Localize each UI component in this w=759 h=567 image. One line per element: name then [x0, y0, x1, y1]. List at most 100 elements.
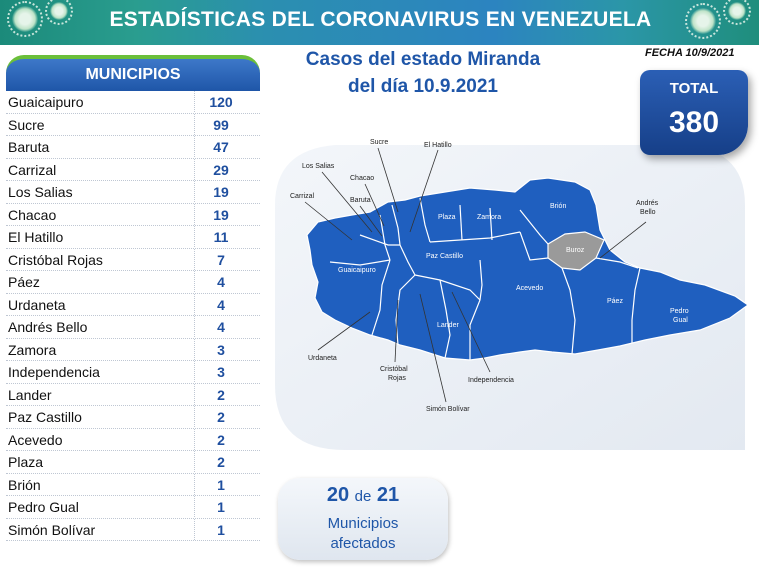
map-title-line1: Casos del estado Miranda [305, 49, 541, 70]
map-label-zamora: Zamora [477, 214, 501, 221]
municipio-name: Baruta [8, 139, 50, 155]
map-label-pedro-gual-1: Pedro [670, 308, 689, 315]
map-label-paez: Páez [607, 298, 623, 305]
map-label-guaicaipuro: Guaicaipuro [338, 267, 376, 274]
municipios-header: MUNICIPIOS [6, 55, 260, 91]
column-divider [194, 383, 195, 405]
total-box: TOTAL 380 [640, 70, 748, 155]
column-divider [194, 293, 195, 315]
table-row: Sucre 99 [6, 113, 260, 136]
table-row: Plaza 2 [6, 451, 260, 474]
map-label-los-salias: Los Salias [302, 163, 335, 170]
municipio-name: Plaza [8, 454, 44, 470]
municipio-cases: 1 [217, 499, 225, 515]
column-divider [194, 451, 195, 472]
municipio-name: Andrés Bello [8, 319, 88, 335]
map-label-cristobal-rojas-2: Rojas [388, 375, 406, 382]
column-divider [194, 226, 195, 247]
municipio-name: Carrizal [8, 161, 57, 178]
table-row: Pedro Gual 1 [6, 496, 260, 519]
column-divider [194, 181, 195, 202]
municipio-cases: 7 [217, 251, 225, 268]
column-divider [194, 91, 195, 112]
table-row: Acevedo 2 [6, 428, 260, 451]
column-divider [194, 248, 195, 270]
column-divider [194, 316, 195, 337]
affected-box: 20 de 21 Municipios afectados [278, 478, 448, 560]
table-row: Zamora 3 [6, 338, 260, 361]
municipio-cases: 47 [213, 139, 229, 155]
date-label: FECHA 10/9/2021 [645, 47, 735, 59]
municipio-name: Brión [8, 476, 41, 493]
municipio-name: Zamora [8, 341, 57, 358]
table-row: Chacao 19 [6, 203, 260, 226]
municipio-name: Urdaneta [8, 296, 66, 313]
municipio-cases: 120 [209, 94, 233, 110]
column-divider [194, 406, 195, 427]
column-divider [194, 361, 195, 382]
municipio-cases: 99 [213, 116, 229, 133]
municipio-name: Chacao [8, 206, 57, 223]
municipio-cases: 1 [217, 476, 225, 493]
municipio-cases: 1 [217, 521, 225, 538]
table-row: Guaicaipuro 120 [6, 91, 260, 114]
municipio-name: Paz Castillo [8, 409, 82, 425]
virus-icon [685, 3, 721, 39]
map-label-el-hatillo: El Hatillo [424, 142, 452, 149]
municipio-cases: 11 [213, 229, 229, 245]
municipio-cases: 4 [217, 274, 225, 290]
municipio-name: Simón Bolívar [8, 521, 96, 538]
map-label-chacao: Chacao [350, 175, 374, 182]
municipios-table: Guaicaipuro 120 Sucre 99 Baruta 47 Carrizal 29 L… [6, 91, 260, 541]
map-label-simon-bolivar: Simón Bolívar [426, 406, 470, 413]
municipio-cases: 2 [217, 409, 225, 425]
map-label-buroz: Buroz [566, 247, 585, 254]
map-label-andres-bello-1: Andrés [636, 200, 659, 207]
table-row: Los Salias 19 [6, 181, 260, 204]
affected-caption-line2: afectados [330, 535, 396, 552]
table-row: Páez 4 [6, 271, 260, 294]
map-title-line2: del día 10.9.2021 [348, 76, 498, 97]
table-row: Brión 1 [6, 473, 260, 496]
map-label-sucre: Sucre [370, 139, 388, 146]
map-label-pedro-gual-2: Gual [673, 317, 688, 324]
table-row: Simón Bolívar 1 [6, 518, 260, 541]
table-row: Paz Castillo 2 [6, 406, 260, 429]
municipio-cases: 3 [217, 341, 225, 358]
municipio-cases: 2 [217, 431, 225, 448]
municipio-name: Lander [8, 386, 52, 403]
map-label-paz-castillo: Paz Castillo [426, 253, 463, 260]
map-label-carrizal: Carrizal [290, 193, 315, 200]
municipio-cases: 29 [213, 161, 229, 178]
table-row: Baruta 47 [6, 136, 260, 159]
map-region-state [306, 177, 750, 361]
municipio-name: Acevedo [8, 431, 63, 448]
table-row: Urdaneta 4 [6, 293, 260, 316]
map-label-urdaneta: Urdaneta [308, 355, 337, 362]
table-row: Independencia 3 [6, 361, 260, 384]
total-value: 380 [668, 106, 720, 139]
affected-total: 21 [376, 484, 400, 506]
page-title: ESTADÍSTICAS DEL CORONAVIRUS EN VENEZUEL… [109, 8, 652, 31]
column-divider [194, 473, 195, 495]
municipio-cases: 19 [213, 206, 229, 223]
map-label-lander: Lander [437, 322, 459, 329]
total-label: TOTAL [669, 80, 719, 97]
map-title: Casos del estado Miranda del día 10.9.20… [278, 46, 568, 100]
map-label-acevedo: Acevedo [516, 285, 543, 292]
affected-count-line: 20 de 21 [278, 484, 448, 507]
affected-of: de [354, 488, 372, 505]
column-divider [194, 518, 195, 540]
table-row: Andrés Bello 4 [6, 316, 260, 339]
municipio-name: Sucre [8, 116, 45, 133]
table-row: Lander 2 [6, 383, 260, 406]
table-row: El Hatillo 11 [6, 226, 260, 249]
header-banner: ESTADÍSTICAS DEL CORONAVIRUS EN VENEZUEL… [0, 0, 759, 45]
virus-icon [7, 1, 43, 37]
map-label-baruta: Baruta [350, 197, 371, 204]
municipio-name: El Hatillo [8, 229, 64, 245]
map-label-plaza: Plaza [438, 214, 456, 221]
municipio-name: Guaicaipuro [8, 94, 84, 110]
municipio-cases: 3 [217, 364, 225, 380]
map-label-brion: Brión [550, 203, 566, 210]
